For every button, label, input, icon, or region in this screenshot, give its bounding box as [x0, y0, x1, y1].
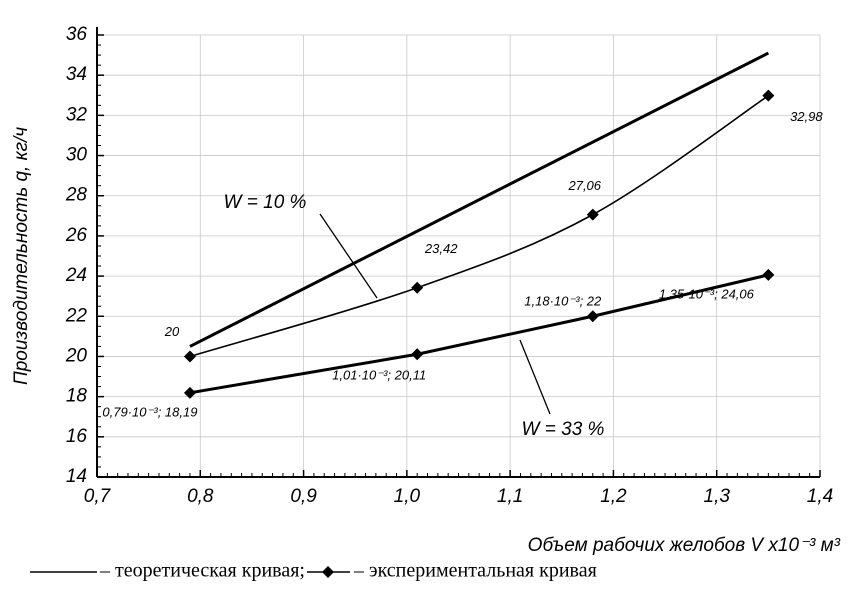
annotation-leader: [519, 339, 551, 415]
legend-label: – экспериментальная кривая: [353, 560, 597, 582]
data-label: 0,79·10⁻³; 18,19: [102, 404, 197, 419]
series-line: [189, 95, 769, 358]
y-tick-label: 26: [65, 225, 88, 246]
marker: [762, 268, 775, 281]
y-axis-label: Производительность q, кг/ч: [11, 127, 32, 385]
marker: [762, 89, 775, 102]
x-tick-label: 1,1: [497, 486, 523, 507]
y-tick-label: 34: [66, 64, 87, 85]
x-tick-label: 1,3: [704, 486, 731, 507]
marker: [411, 348, 424, 361]
y-tick-label: 20: [65, 345, 88, 366]
data-label: 1,01·10⁻³; 20,11: [332, 368, 426, 383]
marker: [183, 350, 196, 363]
annotation: W = 10 %: [224, 192, 307, 213]
legend-label: – теоретическая кривая;: [99, 560, 305, 582]
annotation-leader: [319, 213, 378, 299]
y-tick-label: 24: [65, 265, 87, 286]
legend-marker: [322, 566, 334, 578]
y-tick-label: 18: [66, 386, 88, 407]
y-tick-label: 30: [66, 145, 88, 166]
data-label: 1,35·10⁻³; 24,06: [659, 286, 755, 301]
x-tick-label: 1,0: [394, 486, 421, 507]
marker: [411, 281, 424, 294]
x-tick-label: 0,8: [187, 486, 214, 507]
x-axis-label: Объем рабочих желобов V x10⁻³ м³: [528, 535, 841, 556]
y-tick-label: 22: [65, 305, 88, 326]
series-line: [189, 51, 770, 348]
x-tick-label: 1,2: [600, 486, 627, 507]
data-label: 32,98: [790, 109, 823, 124]
marker: [586, 208, 599, 221]
x-tick-label: 0,9: [290, 486, 317, 507]
y-tick-label: 16: [66, 426, 88, 447]
marker: [183, 386, 196, 399]
data-label: 23,42: [424, 241, 458, 256]
y-tick-label: 14: [66, 466, 87, 487]
y-tick-label: 36: [66, 24, 88, 45]
series-line: [189, 273, 769, 395]
y-tick-label: 28: [65, 185, 88, 206]
marker: [586, 310, 599, 323]
annotation: W = 33 %: [522, 419, 605, 440]
data-label: 1,18·10⁻³; 22: [524, 294, 602, 309]
x-tick-label: 0,7: [84, 486, 112, 507]
data-label: 27,06: [567, 178, 601, 193]
y-tick-label: 32: [66, 104, 88, 125]
data-label: 20: [164, 324, 180, 339]
x-tick-label: 1,4: [807, 486, 833, 507]
